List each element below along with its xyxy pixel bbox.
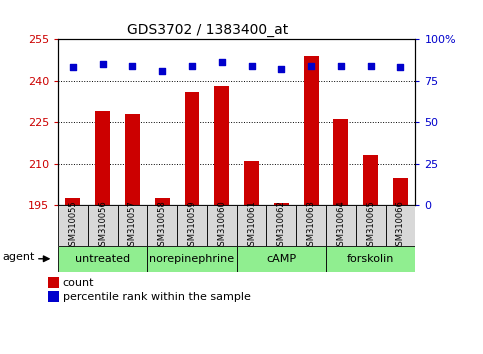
Bar — [155, 198, 170, 205]
Text: cAMP: cAMP — [266, 254, 297, 264]
Text: percentile rank within the sample: percentile rank within the sample — [63, 292, 251, 302]
Text: GSM310055: GSM310055 — [69, 200, 77, 251]
Bar — [88, 205, 117, 246]
Bar — [147, 246, 237, 272]
Bar — [267, 205, 296, 246]
Bar — [326, 246, 415, 272]
Point — [307, 63, 315, 68]
Text: GSM310059: GSM310059 — [187, 200, 197, 251]
Bar — [237, 246, 326, 272]
Bar — [48, 291, 58, 302]
Bar — [356, 205, 385, 246]
Bar — [58, 205, 88, 246]
Point — [248, 63, 256, 68]
Point — [69, 64, 77, 70]
Text: GSM310056: GSM310056 — [98, 200, 107, 251]
Text: GSM310058: GSM310058 — [158, 200, 167, 251]
Point — [158, 68, 166, 73]
Text: count: count — [63, 278, 94, 288]
Text: GSM310063: GSM310063 — [307, 200, 315, 251]
Bar — [207, 205, 237, 246]
Text: GSM310057: GSM310057 — [128, 200, 137, 251]
Bar — [393, 178, 408, 205]
Bar — [244, 161, 259, 205]
Bar — [326, 205, 356, 246]
Point — [337, 63, 345, 68]
Bar — [48, 277, 58, 288]
Point — [218, 59, 226, 65]
Text: GSM310064: GSM310064 — [337, 200, 345, 251]
Point — [128, 63, 136, 68]
Text: agent: agent — [2, 252, 35, 262]
Bar — [147, 205, 177, 246]
Text: untreated: untreated — [75, 254, 130, 264]
Text: GSM310062: GSM310062 — [277, 200, 286, 251]
Bar — [385, 205, 415, 246]
Bar — [237, 205, 267, 246]
Bar — [58, 246, 147, 272]
Text: GSM310066: GSM310066 — [396, 200, 405, 251]
Bar — [95, 111, 110, 205]
Bar — [177, 205, 207, 246]
Bar — [304, 56, 319, 205]
Text: GDS3702 / 1383400_at: GDS3702 / 1383400_at — [127, 23, 288, 37]
Text: norepinephrine: norepinephrine — [149, 254, 235, 264]
Bar — [363, 155, 378, 205]
Bar — [274, 202, 289, 205]
Bar — [333, 119, 348, 205]
Point — [188, 63, 196, 68]
Bar — [125, 114, 140, 205]
Text: forskolin: forskolin — [347, 254, 395, 264]
Text: GSM310061: GSM310061 — [247, 200, 256, 251]
Point — [99, 61, 107, 67]
Text: GSM310060: GSM310060 — [217, 200, 226, 251]
Point — [278, 66, 285, 72]
Point — [397, 64, 404, 70]
Bar — [296, 205, 326, 246]
Bar — [185, 92, 199, 205]
Text: GSM310065: GSM310065 — [366, 200, 375, 251]
Point — [367, 63, 375, 68]
Bar — [214, 86, 229, 205]
Bar — [117, 205, 147, 246]
Bar — [65, 198, 80, 205]
